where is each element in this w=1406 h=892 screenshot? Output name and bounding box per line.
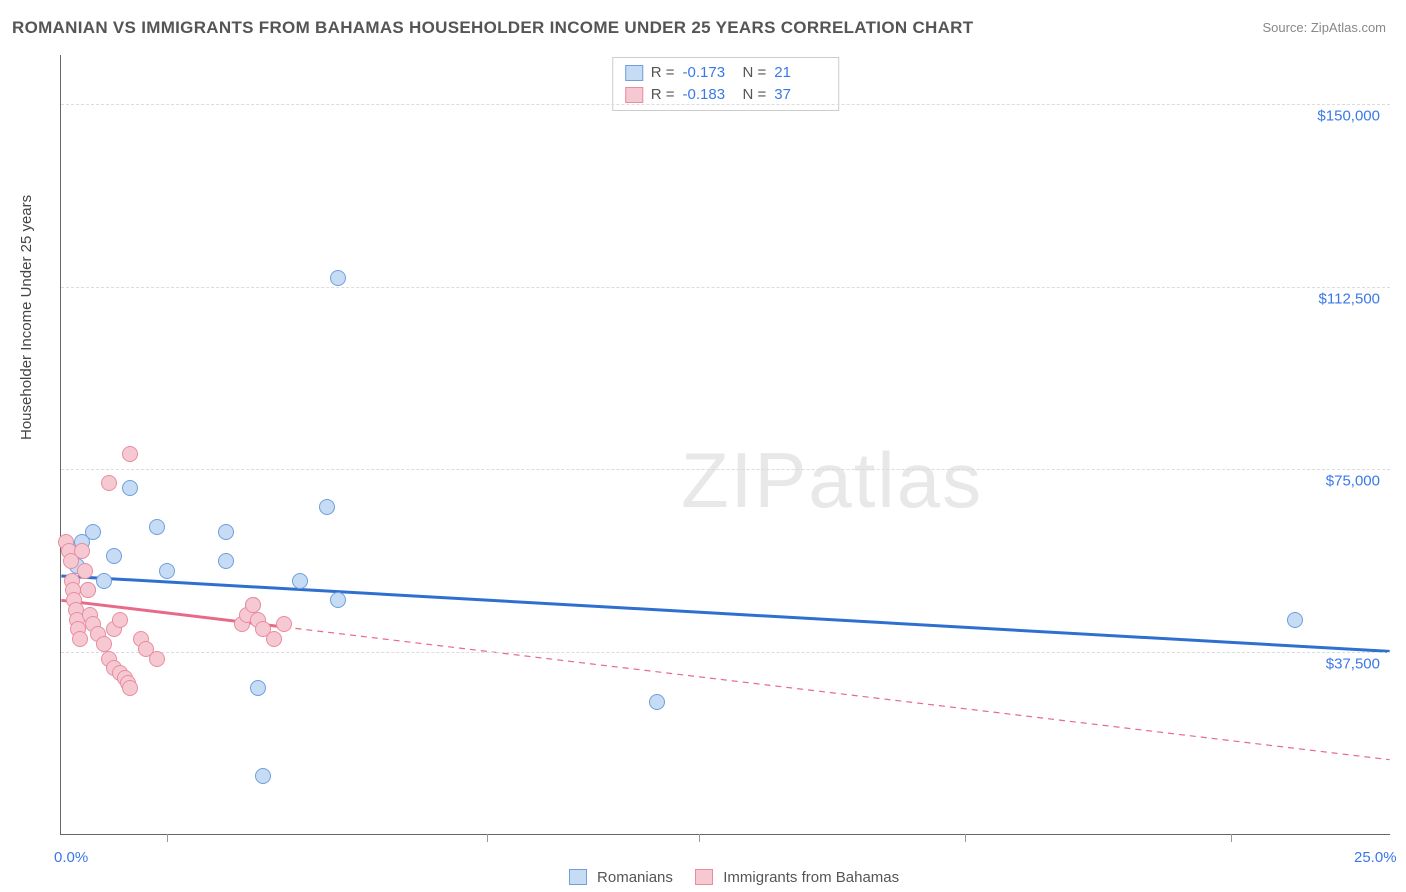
scatter-point xyxy=(250,680,266,696)
scatter-point xyxy=(96,636,112,652)
scatter-point xyxy=(106,548,122,564)
scatter-point xyxy=(122,446,138,462)
scatter-point xyxy=(266,631,282,647)
scatter-point xyxy=(80,582,96,598)
y-tick-label: $112,500 xyxy=(1319,290,1380,307)
x-tick xyxy=(167,834,168,842)
source-label: Source: ZipAtlas.com xyxy=(1262,20,1386,35)
scatter-point xyxy=(319,499,335,515)
scatter-point xyxy=(122,680,138,696)
plot-area: ZIPatlas R = -0.173 N = 21 R = -0.183 N … xyxy=(60,55,1390,835)
chart-title: ROMANIAN VS IMMIGRANTS FROM BAHAMAS HOUS… xyxy=(12,18,973,38)
scatter-point xyxy=(330,270,346,286)
y-tick-label: $150,000 xyxy=(1317,107,1380,124)
r-label: R = xyxy=(651,62,675,84)
scatter-point xyxy=(292,573,308,589)
x-tick xyxy=(1231,834,1232,842)
gridline xyxy=(61,652,1390,653)
scatter-point xyxy=(74,543,90,559)
scatter-point xyxy=(112,612,128,628)
scatter-point xyxy=(96,573,112,589)
legend-swatch-series1-icon xyxy=(569,869,587,885)
legend-swatch-series2-icon xyxy=(695,869,713,885)
y-tick-label: $37,500 xyxy=(1326,656,1380,673)
scatter-point xyxy=(245,597,261,613)
n-value-series2: 37 xyxy=(774,84,826,106)
n-label: N = xyxy=(743,84,767,106)
scatter-point xyxy=(276,616,292,632)
gridline xyxy=(61,469,1390,470)
x-min-label: 0.0% xyxy=(54,849,88,866)
x-tick xyxy=(699,834,700,842)
scatter-point xyxy=(330,592,346,608)
regression-extrapolation-bahamas xyxy=(285,627,1390,760)
scatter-point xyxy=(255,768,271,784)
scatter-point xyxy=(218,524,234,540)
legend-label-series2: Immigrants from Bahamas xyxy=(723,869,899,886)
scatter-point xyxy=(101,475,117,491)
n-label: N = xyxy=(743,62,767,84)
swatch-series1-icon xyxy=(625,65,643,81)
bottom-legend: Romanians Immigrants from Bahamas xyxy=(60,869,1390,886)
gridline xyxy=(61,104,1390,105)
watermark: ZIPatlas xyxy=(681,435,983,526)
r-value-series1: -0.173 xyxy=(683,62,735,84)
scatter-point xyxy=(1287,612,1303,628)
stats-row-series1: R = -0.173 N = 21 xyxy=(625,62,827,84)
scatter-point xyxy=(159,563,175,579)
gridline xyxy=(61,287,1390,288)
x-max-label: 25.0% xyxy=(1354,849,1397,866)
x-tick xyxy=(487,834,488,842)
scatter-point xyxy=(77,563,93,579)
scatter-point xyxy=(85,524,101,540)
r-label: R = xyxy=(651,84,675,106)
legend-label-series1: Romanians xyxy=(597,869,673,886)
regression-lines xyxy=(61,55,1390,834)
scatter-point xyxy=(149,519,165,535)
swatch-series2-icon xyxy=(625,87,643,103)
n-value-series1: 21 xyxy=(774,62,826,84)
y-axis-title: Householder Income Under 25 years xyxy=(18,195,35,440)
x-tick xyxy=(965,834,966,842)
scatter-point xyxy=(149,651,165,667)
scatter-point xyxy=(72,631,88,647)
scatter-point xyxy=(122,480,138,496)
stats-row-series2: R = -0.183 N = 37 xyxy=(625,84,827,106)
r-value-series2: -0.183 xyxy=(683,84,735,106)
y-tick-label: $75,000 xyxy=(1326,473,1380,490)
scatter-point xyxy=(649,694,665,710)
scatter-point xyxy=(218,553,234,569)
